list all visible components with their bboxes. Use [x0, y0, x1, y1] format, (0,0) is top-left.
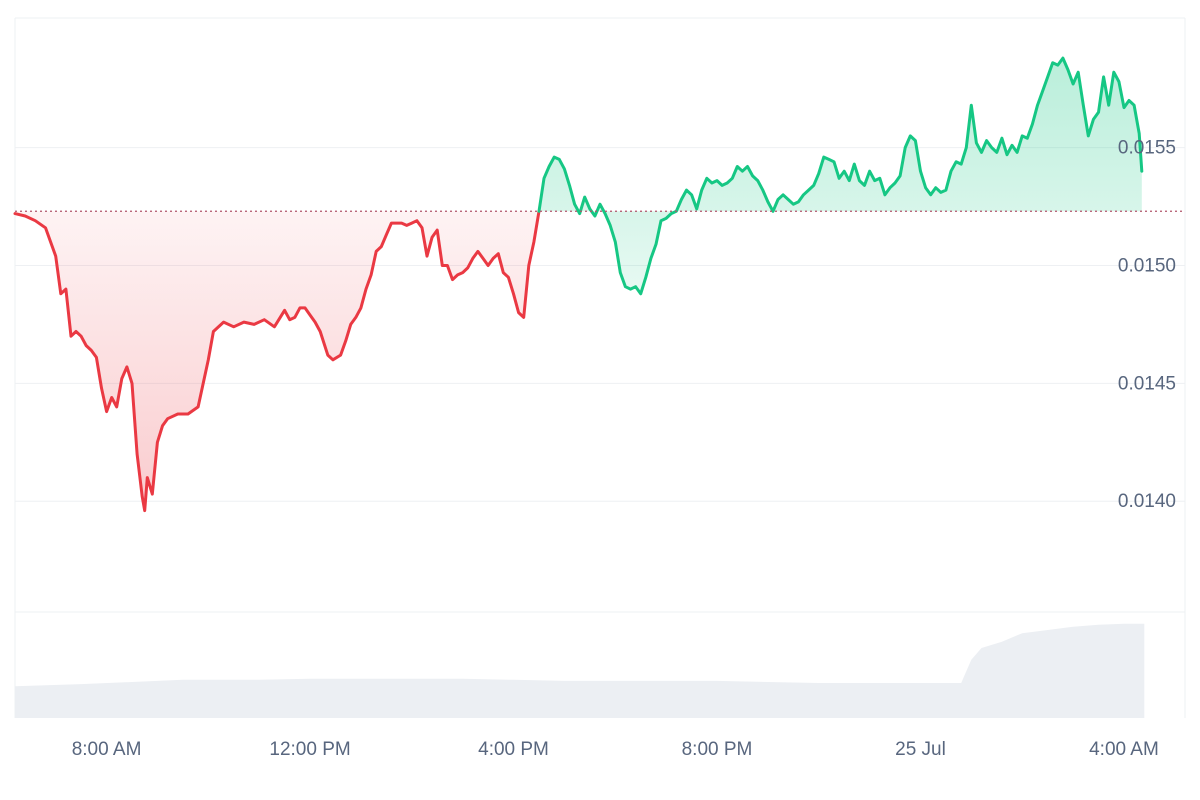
volume-layer [15, 623, 1145, 718]
area-fill-below-baseline [15, 211, 539, 511]
y-tick-label: 0.0140 [1118, 491, 1176, 512]
price-line-down [13, 209, 541, 513]
x-tick-label: 8:00 AM [72, 739, 142, 760]
y-axis-labels: 0.0155 0.0150 0.0145 0.0140 [1118, 138, 1176, 513]
price-line-up [537, 56, 1144, 296]
y-tick-label: 0.0155 [1118, 138, 1176, 159]
y-tick-label: 0.0145 [1118, 373, 1176, 394]
x-tick-label: 8:00 PM [682, 739, 753, 760]
x-tick-label: 4:00 PM [478, 739, 549, 760]
x-tick-label: 12:00 PM [269, 739, 350, 760]
x-tick-label: 4:00 AM [1089, 739, 1159, 760]
x-axis-labels: 8:00 AM 12:00 PM 4:00 PM 8:00 PM 25 Jul 4:00 … [72, 739, 1159, 760]
volume-bars [15, 623, 1145, 718]
area-fill-above-baseline [539, 58, 1142, 294]
x-tick-label: 25 Jul [895, 739, 946, 760]
y-tick-label: 0.0150 [1118, 256, 1176, 277]
line-layer [13, 56, 1144, 513]
area-layer [15, 58, 1142, 511]
